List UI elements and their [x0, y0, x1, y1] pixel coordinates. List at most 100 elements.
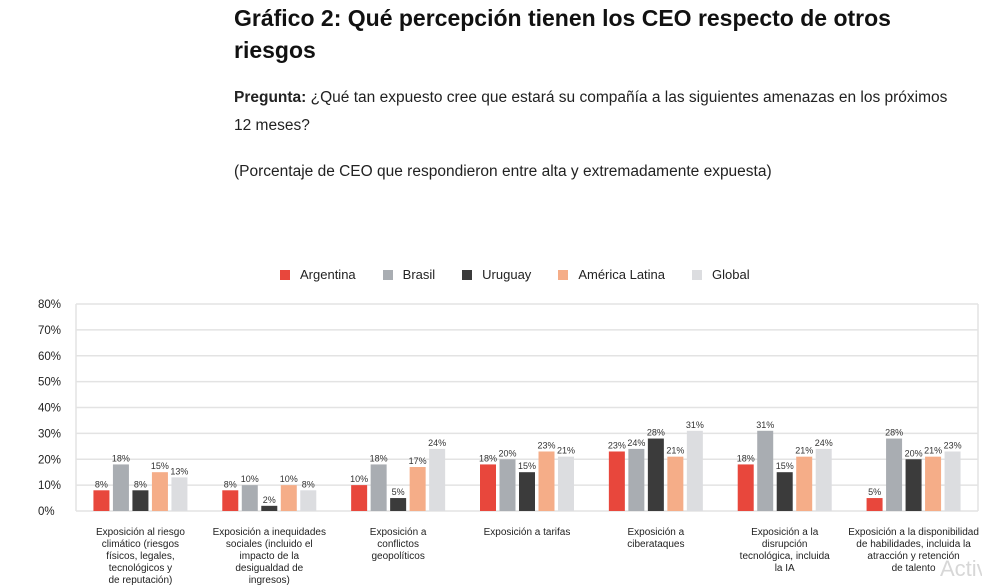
- x-category-label: de habilidades, incluida la: [856, 539, 971, 550]
- data-label: 10%: [241, 474, 259, 484]
- data-label: 15%: [518, 461, 536, 471]
- x-category-label: tecnológicos y: [109, 563, 172, 574]
- x-category-label: la IA: [775, 563, 795, 574]
- legend-label: Global: [712, 267, 750, 282]
- bar-global: [686, 430, 703, 511]
- data-label: 23%: [944, 440, 962, 450]
- bar-global: [429, 448, 446, 511]
- bar-américa-latina: [796, 456, 813, 511]
- legend-label: Brasil: [402, 267, 436, 282]
- data-label: 24%: [627, 438, 645, 448]
- bar-argentina: [866, 498, 883, 511]
- x-category-label: geopolíticos: [371, 551, 424, 562]
- x-category-label: Exposición a: [628, 527, 685, 538]
- x-category-label: climático (riesgos: [102, 539, 179, 550]
- x-category-label: de talento: [892, 563, 936, 574]
- data-label: 23%: [537, 440, 555, 450]
- bar-américa-latina: [925, 456, 942, 511]
- bar-uruguay: [261, 505, 278, 511]
- data-label: 24%: [428, 438, 446, 448]
- bar-brasil: [499, 459, 516, 511]
- legend-label: Argentina: [300, 267, 356, 282]
- bar-uruguay: [776, 472, 793, 511]
- data-label: 21%: [557, 446, 575, 456]
- bar-global: [944, 451, 961, 511]
- y-tick-label: 60%: [38, 351, 61, 363]
- x-category-label: ciberataques: [627, 539, 684, 550]
- data-label: 21%: [924, 446, 942, 456]
- bar-américa-latina: [280, 485, 297, 511]
- data-label: 28%: [647, 428, 665, 438]
- legend-item: Argentina: [280, 267, 356, 282]
- y-tick-label: 40%: [38, 403, 61, 415]
- data-label: 15%: [151, 461, 169, 471]
- y-tick-label: 50%: [38, 377, 61, 389]
- legend-swatch: [280, 269, 290, 280]
- bar-global: [558, 456, 574, 511]
- data-label: 15%: [776, 461, 794, 471]
- x-category-label: de reputación): [108, 575, 172, 586]
- bar-brasil: [757, 430, 774, 511]
- data-label: 24%: [815, 438, 833, 448]
- bar-uruguay: [519, 472, 535, 511]
- legend-swatch: [692, 269, 703, 280]
- chart-note: (Porcentaje de CEO que respondieron entr…: [234, 163, 772, 180]
- data-label: 21%: [795, 446, 813, 456]
- chart-title: Gráfico 2: Qué percepción tienen los CEO…: [234, 5, 891, 63]
- bar-américa-latina: [538, 451, 555, 511]
- legend-label: América Latina: [578, 267, 666, 282]
- x-category-label: Exposición a: [370, 527, 427, 538]
- x-category-label: disrupción: [762, 539, 808, 550]
- data-label: 18%: [479, 453, 497, 463]
- bar-brasil: [628, 448, 645, 511]
- legend-item: Brasil: [382, 267, 436, 282]
- data-label: 10%: [280, 474, 298, 484]
- data-label: 21%: [666, 446, 684, 456]
- legend-label: Uruguay: [482, 267, 532, 282]
- x-category-label: físicos, legales,: [106, 551, 174, 562]
- activation-watermark: Activ: [940, 556, 982, 581]
- bar-uruguay: [647, 438, 664, 511]
- data-label: 18%: [112, 453, 130, 463]
- bar-argentina: [222, 490, 239, 511]
- data-label: 5%: [392, 487, 405, 497]
- x-category-label: Exposición a inequidades: [213, 527, 326, 538]
- x-category-label: Exposición a la: [751, 527, 819, 538]
- y-tick-label: 10%: [38, 480, 61, 492]
- question-label: Pregunta:: [234, 89, 307, 106]
- legend-swatch: [382, 269, 393, 280]
- data-label: 28%: [885, 428, 903, 438]
- question-body: ¿Qué tan expuesto cree que estará su com…: [234, 89, 948, 134]
- question-text: Pregunta: ¿Qué tan expuesto cree que est…: [234, 84, 954, 140]
- bar-uruguay: [390, 498, 407, 511]
- legend-item: Global: [692, 267, 750, 282]
- data-label: 8%: [302, 479, 315, 489]
- y-tick-label: 70%: [38, 325, 61, 337]
- legend-item: Uruguay: [462, 267, 531, 282]
- y-tick-label: 20%: [38, 454, 61, 466]
- bar-brasil: [112, 464, 129, 511]
- data-label: 23%: [608, 440, 626, 450]
- x-category-label: Exposición a la disponibilidad: [848, 527, 979, 538]
- legend-swatch: [462, 269, 473, 280]
- bar-chart: 0%10%20%30%40%50%60%70%80%8%18%8%15%13%E…: [38, 299, 979, 586]
- data-label: 20%: [498, 448, 516, 458]
- bar-argentina: [480, 464, 496, 511]
- bar-uruguay: [905, 459, 922, 511]
- bar-américa-latina: [409, 467, 426, 511]
- bar-argentina: [93, 490, 110, 511]
- data-label: 10%: [350, 474, 368, 484]
- x-category-label: Exposición al riesgo: [96, 527, 185, 538]
- data-label: 20%: [905, 448, 923, 458]
- bar-américa-latina: [151, 472, 168, 511]
- bar-argentina: [608, 451, 625, 511]
- data-label: 2%: [263, 495, 276, 505]
- data-label: 13%: [170, 466, 188, 476]
- data-label: 8%: [224, 479, 237, 489]
- data-label: 31%: [756, 420, 774, 430]
- bar-américa-latina: [667, 456, 684, 511]
- x-category-label: sociales (incluido el: [226, 539, 313, 550]
- data-label: 18%: [737, 453, 755, 463]
- x-category-label: ingresos): [249, 575, 290, 586]
- bar-argentina: [351, 485, 368, 511]
